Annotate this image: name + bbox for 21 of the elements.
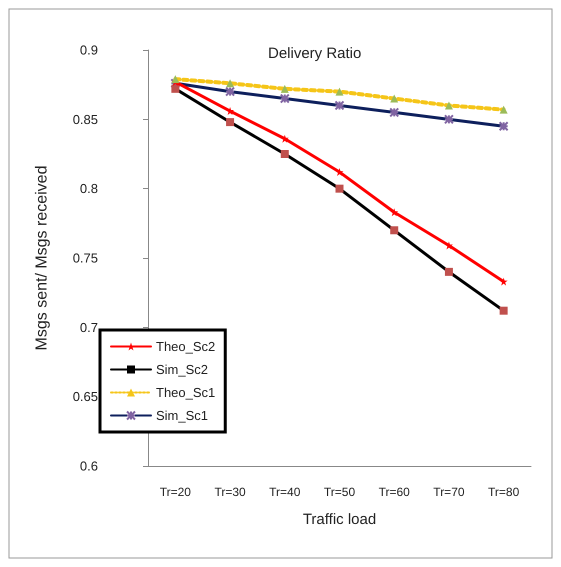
legend-label: Theo_Sc2 — [156, 339, 216, 354]
x-axis-title: Traffic load — [302, 511, 376, 528]
x-tick-label: Tr=50 — [324, 485, 356, 499]
y-tick-label: 0.65 — [72, 389, 98, 404]
y-tick-label: 0.85 — [72, 112, 98, 127]
y-tick-label: 0.9 — [80, 42, 98, 58]
x-tick-label: Tr=40 — [269, 485, 301, 499]
y-tick-label: 0.7 — [80, 320, 98, 335]
chart-title: Delivery Ratio — [268, 45, 362, 62]
y-tick-label: 0.6 — [80, 458, 98, 474]
x-tick-label: Tr=30 — [214, 485, 246, 499]
y-axis-title: Msgs sent/ Msgs received — [34, 166, 50, 350]
x-tick-label: Tr=60 — [378, 485, 410, 499]
y-tick-label: 0.8 — [80, 181, 98, 196]
y-tick-label: 0.75 — [72, 250, 98, 266]
legend-label: Sim_Sc2 — [156, 362, 208, 377]
x-tick-label: Tr=80 — [488, 485, 520, 499]
legend-label: Theo_Sc1 — [156, 385, 216, 400]
x-tick-label: Tr=20 — [160, 485, 192, 499]
legend-label: Sim_Sc1 — [156, 408, 208, 423]
x-tick-label: Tr=70 — [433, 485, 465, 499]
